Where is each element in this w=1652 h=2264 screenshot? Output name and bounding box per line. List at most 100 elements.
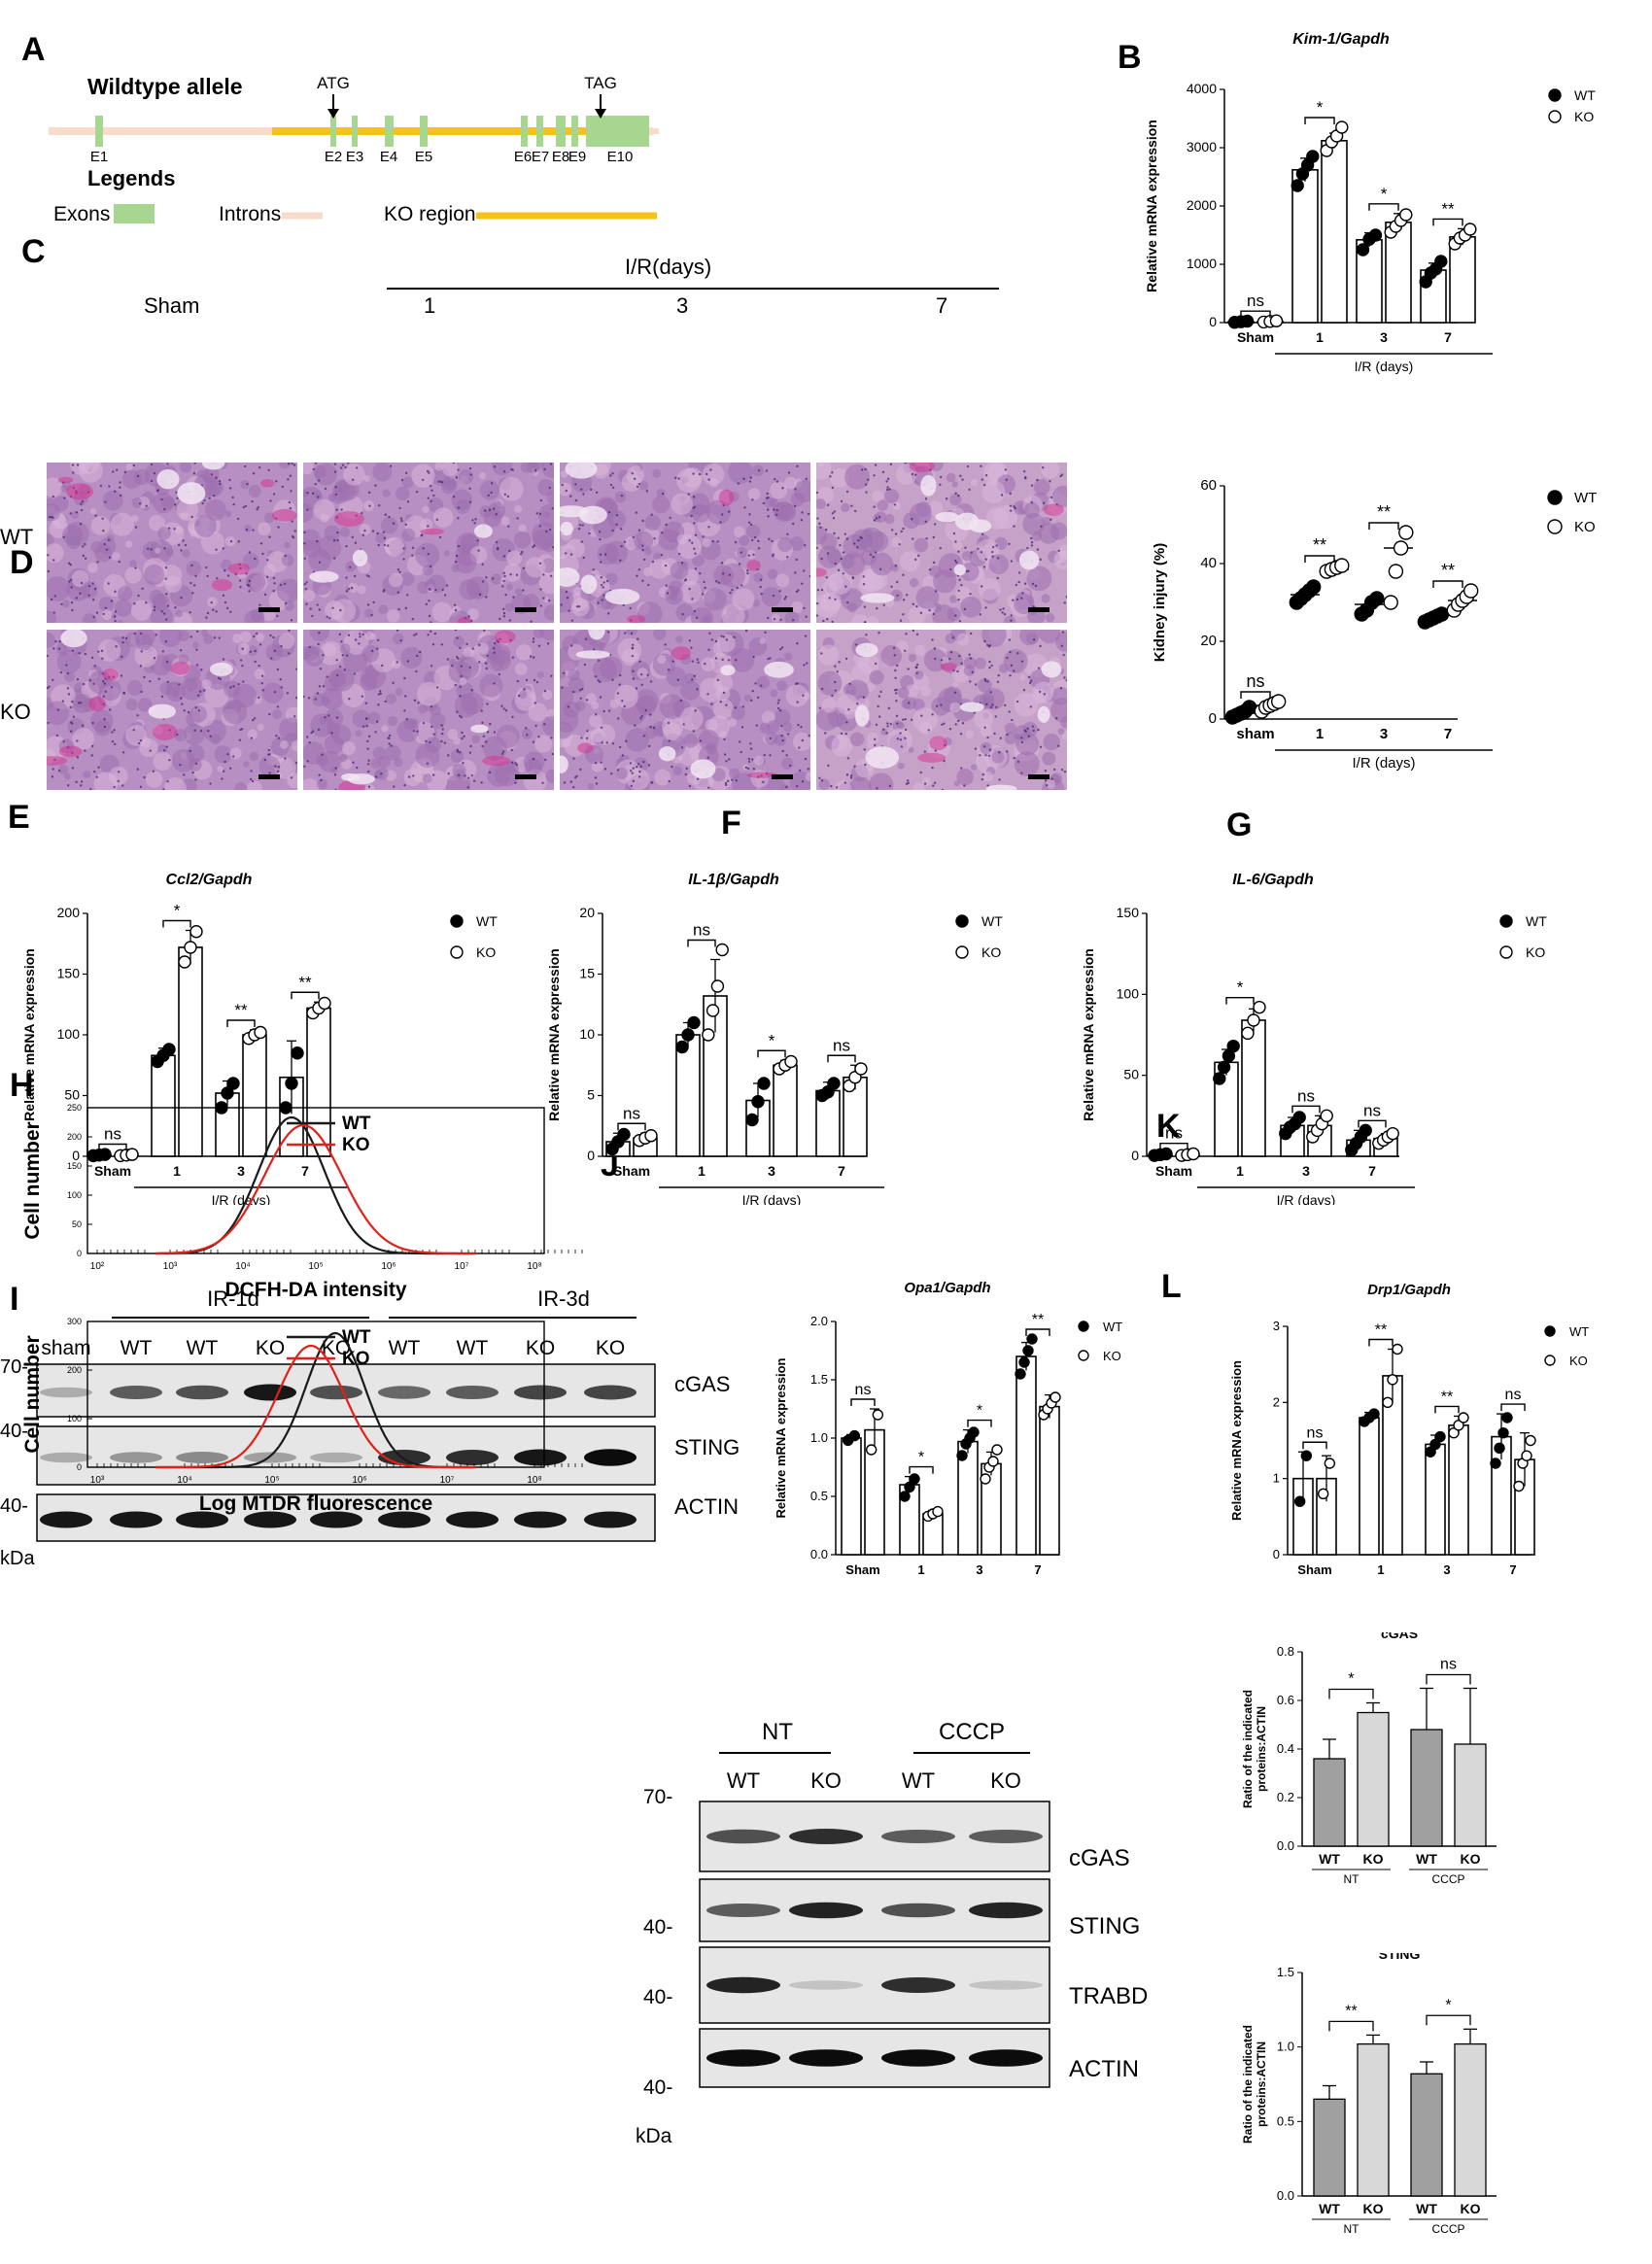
y-axis-label: Ratio of the indicatedproteins:ACTIN	[1241, 1690, 1268, 1808]
significance-label: ns	[1297, 1086, 1315, 1105]
significance-label: **	[1313, 535, 1326, 555]
data-point	[968, 1426, 980, 1438]
chart-title: Drp1/Gapdh	[1367, 1282, 1451, 1298]
group-label: CCCP	[1431, 2222, 1464, 2236]
exon-label: E9	[568, 149, 586, 165]
data-point	[745, 1113, 759, 1127]
x-tick-label: 1	[1377, 1562, 1384, 1577]
y-tick-label: 50	[72, 1219, 82, 1229]
data-point	[162, 1043, 176, 1056]
legend-label: WT	[981, 913, 1003, 929]
data-point	[1448, 1426, 1460, 1439]
data-point	[1387, 1374, 1398, 1386]
blot-band	[789, 1980, 863, 1990]
data-point	[1383, 595, 1398, 610]
data-point	[1226, 1039, 1240, 1053]
y-axis-label: Relative mRNA expression	[774, 1357, 788, 1518]
y-tick-label: 0.0	[810, 1547, 828, 1561]
x-tick-label: 7	[301, 1163, 309, 1179]
blot-band	[310, 1511, 362, 1528]
y-axis-label: Kidney injury (%)	[1152, 543, 1168, 663]
significance-bracket	[967, 1419, 992, 1427]
histology-header: I/R(days) Sham 1 3 7	[47, 255, 1018, 323]
panel-label-g: G	[1226, 806, 1253, 843]
x-tick-label: 7	[1444, 329, 1452, 345]
data-point	[1269, 314, 1284, 327]
panel-label-i: I	[10, 1281, 19, 1318]
panel-label-b: B	[1118, 39, 1142, 76]
significance-bracket	[98, 1143, 127, 1151]
blot-band	[969, 1980, 1043, 1990]
y-tick-label: 0	[72, 1148, 80, 1163]
y-tick-label: 150	[1117, 905, 1140, 920]
x-tick-label: WT	[1319, 2201, 1340, 2216]
lane-label: KO	[526, 1337, 555, 1359]
x-tick-label: 7	[1444, 726, 1452, 742]
y-tick-label: 2.0	[810, 1314, 828, 1328]
x-tick-label: 10⁵	[308, 1261, 323, 1272]
lane-label: WT	[120, 1337, 153, 1359]
y-axis-label: Ratio of the indicatedproteins:ACTIN	[1241, 2025, 1268, 2144]
band-label-actin: ACTIN	[1069, 2056, 1139, 2082]
blot-band	[244, 1511, 296, 1528]
legend-label: WT	[1574, 490, 1597, 506]
group-label: CCCP	[1431, 1872, 1464, 1886]
significance-bracket	[1304, 117, 1335, 124]
bar	[1321, 140, 1348, 324]
data-point	[1159, 1147, 1173, 1161]
x-tick-label: 10⁷	[440, 1475, 455, 1486]
data-point	[904, 1481, 915, 1493]
chart-title: STING	[1379, 1953, 1421, 1962]
data-point	[784, 1054, 798, 1069]
x-tick-label: 3	[1380, 329, 1388, 345]
x-tick-label: WT	[1416, 1851, 1437, 1867]
histology-tile	[560, 630, 810, 790]
blot-band	[446, 1386, 499, 1399]
row-label-wt: WT	[0, 525, 34, 549]
x-tick-label: 10⁸	[527, 1475, 541, 1486]
significance-bracket	[617, 1122, 646, 1131]
x-axis-label: Log MTDR fluorescence	[199, 1492, 432, 1515]
data-point	[254, 1025, 267, 1040]
blot-band	[310, 1385, 362, 1400]
legend-ko-label: KO region	[384, 203, 476, 225]
data-point	[1291, 179, 1304, 192]
bar	[773, 1064, 798, 1157]
x-tick-label: 7	[1509, 1562, 1516, 1577]
significance-bracket	[1240, 691, 1271, 699]
bar	[1039, 1405, 1060, 1556]
western-blot-j: NT CCCP WT KO WT KO 70- 40- 40- 40- cGAS ST…	[636, 1719, 1148, 2147]
chart-f-opa1: Opa1/Gapdh 0.0 0.5 1.0 1.5 2.0 Relative mRNA e…	[774, 1280, 1122, 1577]
tag-label: TAG	[584, 74, 617, 92]
x-tick-label: 1	[1316, 726, 1324, 742]
significance-bracket	[1358, 1119, 1387, 1128]
y-tick-label: 100	[67, 1414, 82, 1424]
x-tick-label: KO	[1461, 2201, 1481, 2216]
data-point	[1398, 525, 1414, 540]
x-tick-label: 1	[917, 1562, 924, 1577]
data-point	[1217, 1060, 1231, 1075]
data-point	[221, 1086, 234, 1100]
blot-band	[584, 1449, 637, 1466]
legend-label: WT	[1526, 913, 1547, 929]
bar	[1291, 169, 1319, 324]
data-point	[872, 1409, 884, 1421]
bar	[1454, 1743, 1487, 1847]
y-tick-label: 40	[1200, 555, 1217, 571]
legend-label: WT	[342, 1327, 371, 1348]
y-tick-label: 0	[1209, 314, 1217, 329]
mw-marker: 40-	[643, 1986, 672, 2008]
significance-bracket	[827, 1054, 856, 1063]
blot-band	[881, 1830, 955, 1843]
data-point	[687, 1015, 701, 1030]
significance-label: ns	[1246, 671, 1264, 691]
band-label-trabd: TRABD	[1069, 1983, 1148, 2009]
significance-label: ns	[1307, 1424, 1324, 1441]
x-tick-label: KO	[1363, 2201, 1384, 2216]
x-tick-label: 10⁶	[381, 1261, 396, 1272]
y-tick-label: 200	[57, 905, 81, 920]
data-point	[1241, 700, 1257, 715]
bar	[1410, 1729, 1443, 1847]
legend-exons-label: Exons	[53, 203, 110, 225]
y-tick-label: 100	[57, 1026, 81, 1042]
